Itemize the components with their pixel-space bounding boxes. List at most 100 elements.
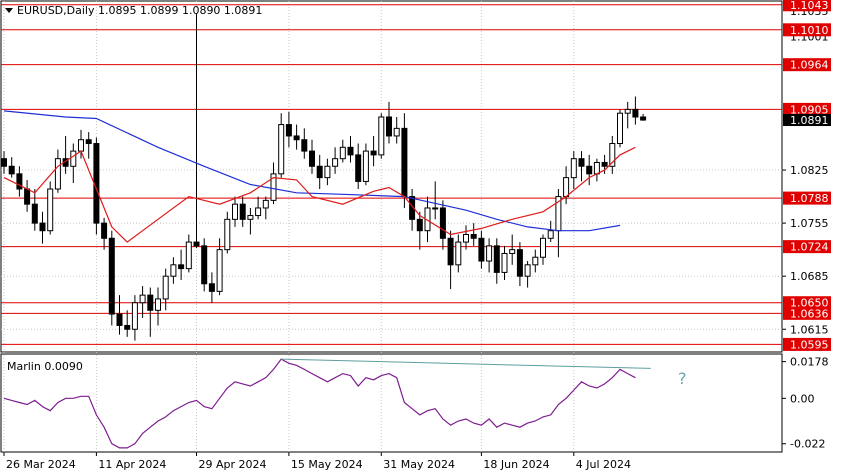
time-tick-label: 4 Jul 2024 [576, 458, 631, 471]
time-axis: 26 Mar 2024 11 Apr 2024 29 Apr 2024 15 May … [3, 452, 631, 471]
level-label-box [783, 191, 831, 205]
level-label-box [783, 337, 831, 351]
candle-body [393, 127, 400, 137]
oscillator-trendline [281, 358, 651, 369]
candle-body [463, 233, 469, 243]
candle-body [570, 158, 577, 179]
candle-body [293, 135, 300, 141]
candle-body [563, 177, 570, 198]
symbol-info: EURUSD,Daily 1.0895 1.0899 1.0890 1.0891 [17, 4, 262, 17]
candle-body [640, 116, 647, 121]
candle-body [362, 150, 369, 182]
candle-body [155, 298, 161, 311]
candle-body [8, 165, 15, 175]
level-label: 1.0905 [790, 103, 829, 116]
candles [1, 13, 647, 341]
candle-body [332, 158, 339, 167]
candle-body [432, 207, 439, 210]
candle-body [439, 207, 446, 239]
candle-body [31, 203, 38, 224]
candle-body [208, 283, 215, 292]
oscillator-panel[interactable] [0, 353, 783, 453]
oscillator [3, 358, 651, 449]
level-label-box [783, 102, 831, 116]
indicator-label: Marlin 0.0090 [7, 360, 83, 373]
candle-body [347, 146, 354, 156]
candle-body [16, 173, 23, 190]
candle-body [193, 241, 200, 247]
candle-body [478, 237, 485, 262]
level-label: 1.1010 [790, 24, 829, 37]
candle-body [493, 245, 500, 273]
candle-body [540, 237, 546, 258]
candle-body [247, 215, 254, 220]
candle-body [47, 188, 54, 232]
ma-slow-line [3, 110, 621, 232]
dropdown-triangle-icon[interactable] [5, 8, 13, 13]
candle-body [216, 249, 223, 292]
candle-body [162, 275, 169, 300]
time-tick-label: 15 May 2024 [291, 458, 363, 471]
candle-body [309, 150, 315, 167]
candle-body [632, 108, 639, 118]
price-tick-label: 1.0615 [790, 323, 829, 336]
candle-body [108, 237, 115, 315]
time-tick-label: 18 Jun 2024 [483, 458, 549, 471]
question-annotation: ? [678, 369, 687, 388]
oscillator-tick-label: 0.00 [790, 392, 815, 405]
candle-body [509, 249, 516, 254]
candle-body [593, 161, 600, 175]
candle-body [1, 158, 7, 167]
candle-body [78, 139, 84, 152]
candle-body [316, 165, 323, 179]
candle-body [386, 116, 392, 137]
time-tick-label: 29 Apr 2024 [199, 458, 267, 471]
level-label: 1.0724 [790, 241, 829, 254]
candle-body [178, 264, 185, 270]
candle-body [70, 150, 77, 167]
level-label-box [783, 306, 831, 320]
oscillator-axis: 0.0178 0.00 -0.022 [782, 356, 829, 451]
candle-body [516, 249, 523, 277]
candle-body [416, 218, 423, 232]
candle-body [532, 256, 539, 266]
current-price-label: 1.0891 [790, 114, 829, 127]
candle-body [324, 165, 331, 179]
level-label: 1.0964 [790, 59, 829, 72]
candle-body [54, 158, 61, 190]
candle-body [624, 108, 631, 114]
horizontal-levels [1, 4, 782, 345]
candle-body [147, 294, 154, 311]
oscillator-tick-label: -0.022 [790, 438, 825, 451]
candle-body [285, 124, 292, 137]
candle-body [617, 112, 623, 145]
candle-body [586, 165, 593, 175]
ma-fast-line [3, 146, 636, 243]
oscillator-line [3, 358, 636, 449]
candle-body [139, 294, 146, 304]
candle-body [185, 241, 192, 270]
candle-body [524, 264, 531, 277]
level-label: 1.0595 [790, 338, 829, 351]
candle-body [262, 199, 269, 209]
candle-body [116, 313, 123, 326]
level-label-box [783, 240, 831, 254]
candle-body [239, 203, 246, 220]
oscillator-tick-label: 0.0178 [790, 356, 829, 369]
candle-body [270, 173, 277, 201]
candle-body [39, 222, 46, 232]
candle-body [547, 230, 554, 239]
candle-body [486, 245, 493, 262]
time-tick-label: 26 Mar 2024 [6, 458, 76, 471]
candle-body [339, 146, 346, 160]
level-label-box [783, 296, 831, 310]
candle-body [24, 188, 31, 205]
candle-body [455, 241, 462, 266]
candle-body [378, 116, 385, 156]
candle-body [232, 203, 238, 220]
time-tick-label: 11 Apr 2024 [98, 458, 166, 471]
price-panel[interactable] [0, 0, 783, 353]
candle-body [601, 161, 608, 167]
candle-body [131, 302, 138, 330]
